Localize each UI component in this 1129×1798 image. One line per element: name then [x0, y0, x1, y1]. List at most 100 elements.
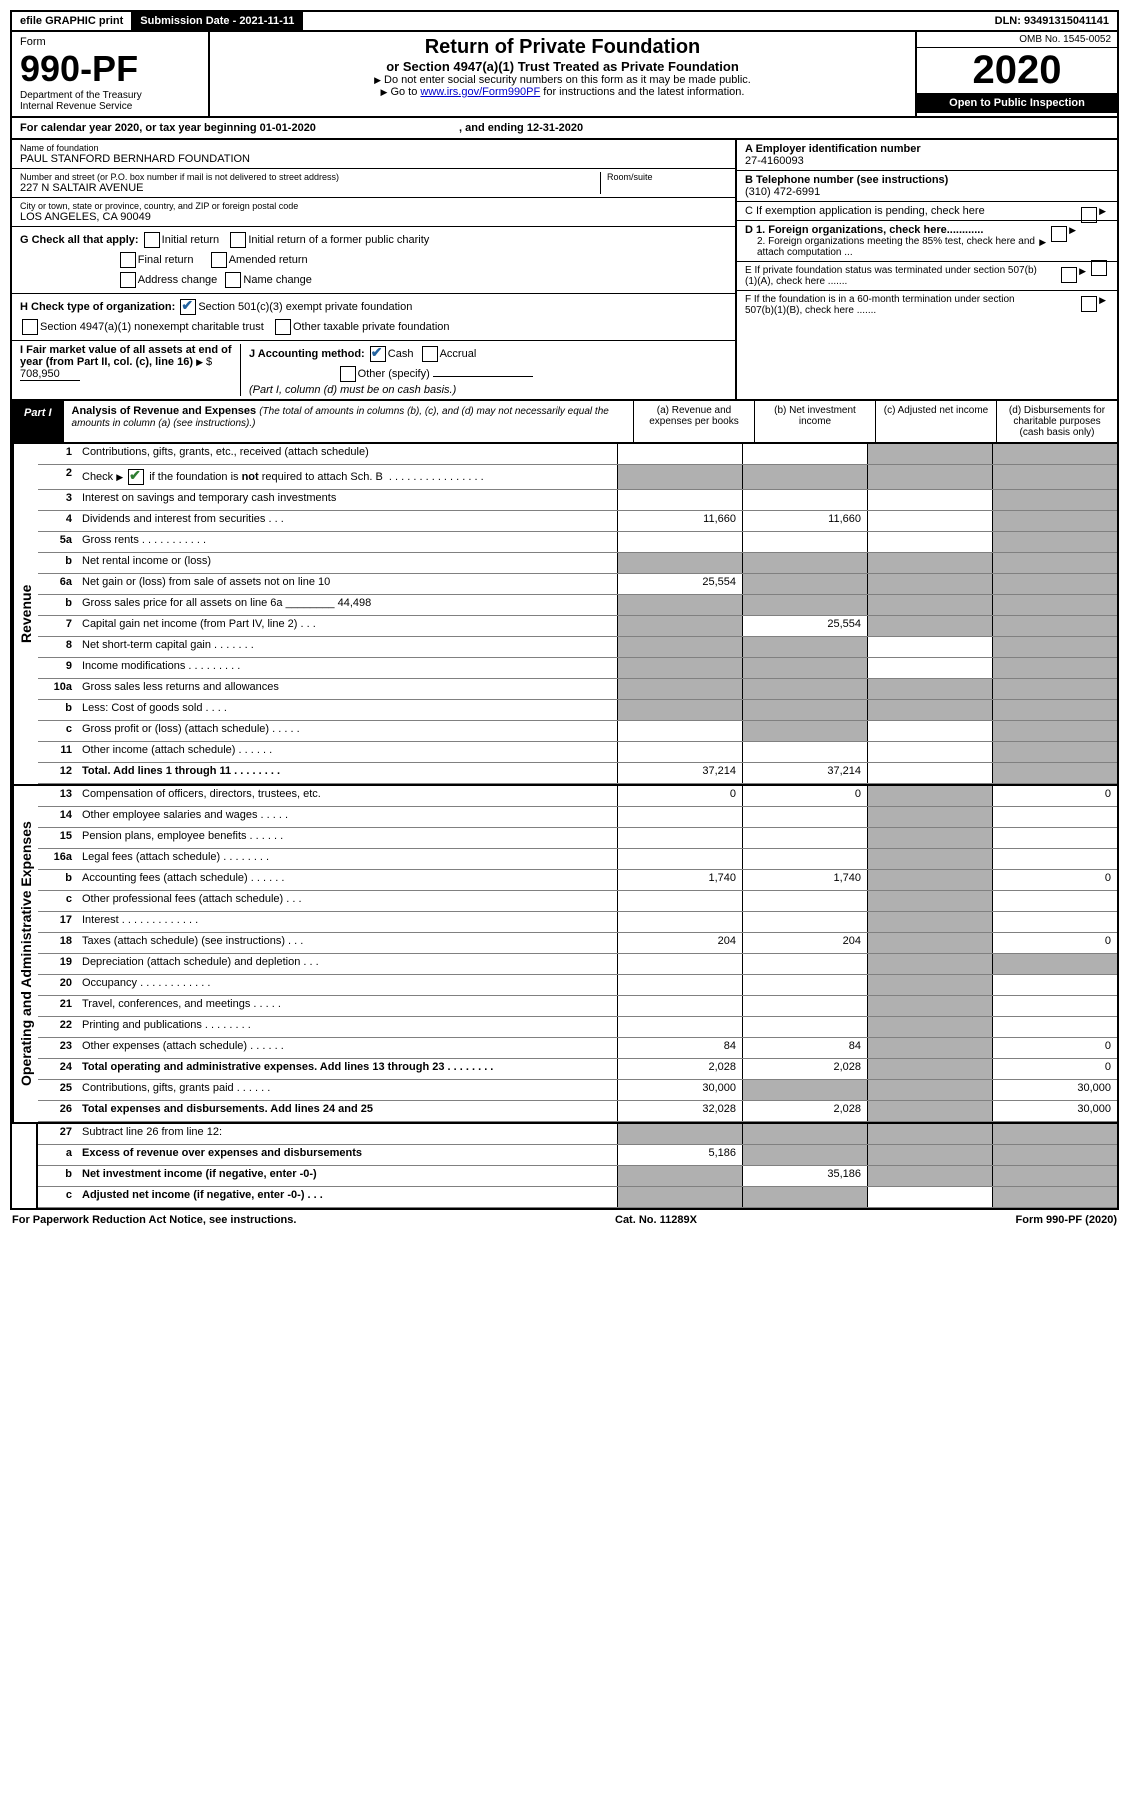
cash-checkbox[interactable]	[370, 346, 386, 362]
col-b-value	[742, 975, 867, 995]
line-number: b	[38, 700, 76, 720]
col-b-value: 2,028	[742, 1059, 867, 1079]
col-d-value: 0	[992, 1038, 1117, 1058]
initial-return-checkbox[interactable]	[144, 232, 160, 248]
form-label: Form	[20, 36, 200, 48]
line-description: Gross rents . . . . . . . . . . .	[76, 532, 617, 552]
line-description: Income modifications . . . . . . . . .	[76, 658, 617, 678]
org-501c3-checkbox[interactable]	[180, 299, 196, 315]
col-a-value	[617, 828, 742, 848]
city-label: City or town, state or province, country…	[20, 201, 727, 211]
col-b-value	[742, 490, 867, 510]
col-d-value	[992, 616, 1117, 636]
col-d-value	[992, 1187, 1117, 1207]
col-a-value	[617, 996, 742, 1016]
col-a-value	[617, 637, 742, 657]
col-c-value	[867, 996, 992, 1016]
col-d-value	[992, 511, 1117, 531]
cal-mid: , and ending	[459, 122, 527, 134]
col-c-value	[867, 444, 992, 464]
other-method-checkbox[interactable]	[340, 366, 356, 382]
name-change-checkbox[interactable]	[225, 272, 241, 288]
note-pre: Go to	[390, 86, 420, 98]
col-b-value	[742, 1017, 867, 1037]
sch-b-checkbox[interactable]	[128, 469, 144, 485]
col-b-value	[742, 807, 867, 827]
address-label: Number and street (or P.O. box number if…	[20, 172, 600, 182]
line-description: Net gain or (loss) from sale of assets n…	[76, 574, 617, 594]
line-description: Total operating and administrative expen…	[76, 1059, 617, 1079]
col-c-value	[867, 1166, 992, 1186]
address-change-checkbox[interactable]	[120, 272, 136, 288]
col-a-value: 2,028	[617, 1059, 742, 1079]
form-instructions-link[interactable]: www.irs.gov/Form990PF	[420, 86, 540, 98]
col-c-value	[867, 1038, 992, 1058]
d1-checkbox[interactable]	[1051, 226, 1067, 242]
col-c-value	[867, 721, 992, 741]
line-row: 4Dividends and interest from securities …	[38, 511, 1117, 532]
org-other-checkbox[interactable]	[275, 319, 291, 335]
line-description: Contributions, gifts, grants, etc., rece…	[76, 444, 617, 464]
footer-left: For Paperwork Reduction Act Notice, see …	[12, 1214, 296, 1226]
col-a-value: 11,660	[617, 511, 742, 531]
col-c-value	[867, 532, 992, 552]
col-b-value	[742, 465, 867, 489]
line-row: 10aGross sales less returns and allowanc…	[38, 679, 1117, 700]
col-d-value	[992, 721, 1117, 741]
e-label: E If private foundation status was termi…	[745, 265, 1045, 287]
col-d-value	[992, 679, 1117, 699]
col-c-value	[867, 912, 992, 932]
col-c-value	[867, 849, 992, 869]
line-number: 6a	[38, 574, 76, 594]
line-row: bLess: Cost of goods sold . . . .	[38, 700, 1117, 721]
line-row: 20Occupancy . . . . . . . . . . . .	[38, 975, 1117, 996]
line-number: 24	[38, 1059, 76, 1079]
line-description: Travel, conferences, and meetings . . . …	[76, 996, 617, 1016]
final-return-checkbox[interactable]	[120, 252, 136, 268]
line-description: Net rental income or (loss)	[76, 553, 617, 573]
amended-return-checkbox[interactable]	[211, 252, 227, 268]
col-c-value	[867, 891, 992, 911]
line-row: 16aLegal fees (attach schedule) . . . . …	[38, 849, 1117, 870]
line-row: 14Other employee salaries and wages . . …	[38, 807, 1117, 828]
line-description: Gross sales price for all assets on line…	[76, 595, 617, 615]
line-row: bNet investment income (if negative, ent…	[38, 1166, 1117, 1187]
f-checkbox[interactable]	[1081, 296, 1097, 312]
line-number: b	[38, 553, 76, 573]
part1-header: Part I Analysis of Revenue and Expenses …	[10, 401, 1119, 444]
note-ssn: Do not enter social security numbers on …	[214, 74, 911, 86]
col-a-value	[617, 1124, 742, 1144]
col-a-value	[617, 616, 742, 636]
e-checkbox[interactable]	[1061, 267, 1077, 283]
part1-tag: Part I	[12, 401, 64, 442]
line-number: 15	[38, 828, 76, 848]
col-b-value	[742, 1080, 867, 1100]
col-b-value	[742, 1145, 867, 1165]
d2-checkbox[interactable]	[1091, 260, 1107, 276]
expenses-section: Operating and Administrative Expenses 13…	[10, 786, 1119, 1124]
col-b-value: 35,186	[742, 1166, 867, 1186]
org-4947-checkbox[interactable]	[22, 319, 38, 335]
omb-number: OMB No. 1545-0052	[917, 32, 1117, 48]
line-number: 12	[38, 763, 76, 783]
phone-label: B Telephone number (see instructions)	[745, 174, 948, 186]
col-d-value	[992, 828, 1117, 848]
initial-former-checkbox[interactable]	[230, 232, 246, 248]
col-d-value	[992, 891, 1117, 911]
col-c-header: (c) Adjusted net income	[875, 401, 996, 442]
col-b-value: 2,028	[742, 1101, 867, 1121]
name-change-label: Name change	[243, 274, 312, 286]
line-number: c	[38, 891, 76, 911]
line-number: 25	[38, 1080, 76, 1100]
c-checkbox[interactable]	[1081, 207, 1097, 223]
line-description: Printing and publications . . . . . . . …	[76, 1017, 617, 1037]
city-state-zip: LOS ANGELES, CA 90049	[20, 211, 727, 223]
accrual-checkbox[interactable]	[422, 346, 438, 362]
line-number: a	[38, 1145, 76, 1165]
g-label: G Check all that apply:	[20, 234, 139, 246]
col-b-header: (b) Net investment income	[754, 401, 875, 442]
line-description: Subtract line 26 from line 12:	[76, 1124, 617, 1144]
line-number: 16a	[38, 849, 76, 869]
line-number: 18	[38, 933, 76, 953]
line-row: 12Total. Add lines 1 through 11 . . . . …	[38, 763, 1117, 784]
